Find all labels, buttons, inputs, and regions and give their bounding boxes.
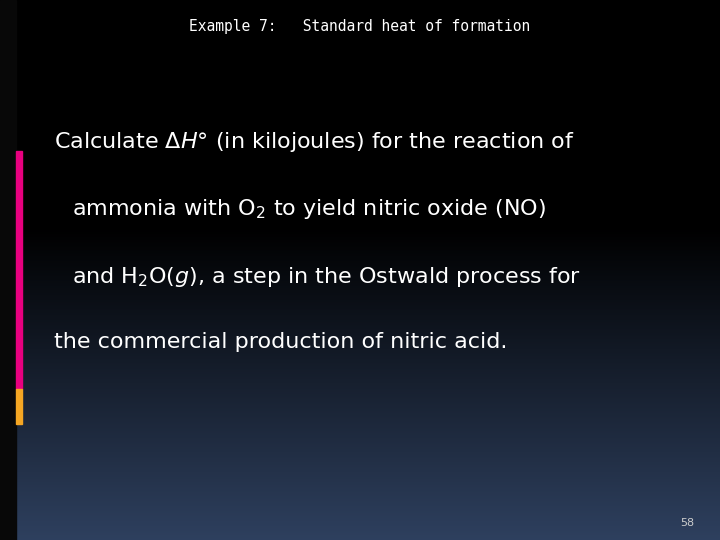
Text: 58: 58 — [680, 518, 695, 528]
Text: and H$_2$O($g$), a step in the Ostwald process for: and H$_2$O($g$), a step in the Ostwald p… — [72, 265, 581, 288]
Bar — [0, 0, 16, 540]
Text: ammonia with O$_2$ to yield nitric oxide (NO): ammonia with O$_2$ to yield nitric oxide… — [72, 197, 546, 221]
Bar — [16, 389, 22, 424]
Text: Example 7:   Standard heat of formation: Example 7: Standard heat of formation — [189, 19, 531, 34]
Text: Calculate $\Delta\mathit{H}$° (in kilojoules) for the reaction of: Calculate $\Delta\mathit{H}$° (in kilojo… — [54, 130, 575, 153]
Text: the commercial production of nitric acid.: the commercial production of nitric acid… — [54, 332, 508, 352]
Bar — [16, 151, 22, 389]
